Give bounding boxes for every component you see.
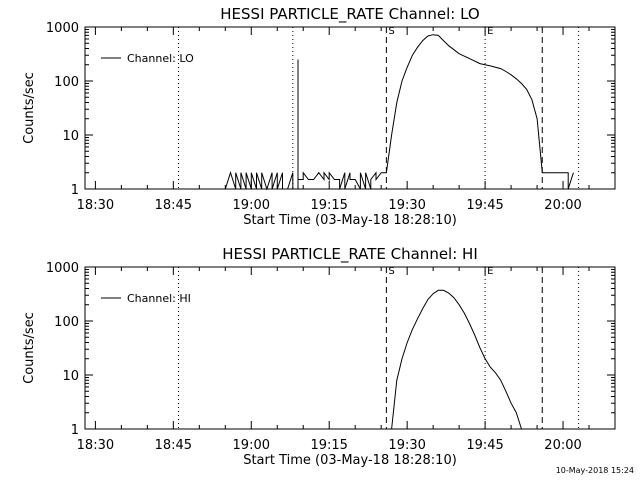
y-tick-label: 1 (71, 423, 79, 438)
legend-label: Channel: HI (127, 292, 191, 305)
series-line (391, 289, 522, 430)
x-tick-label: 20:00 (544, 198, 581, 213)
x-tick-label: 18:30 (77, 198, 114, 213)
chart-title: HESSI PARTICLE_RATE Channel: LO (220, 5, 479, 24)
marker-label: E (487, 26, 493, 37)
legend-label: Channel: LO (127, 52, 194, 65)
x-tick-label: 19:45 (466, 438, 503, 453)
x-tick-label: 20:00 (544, 438, 581, 453)
x-tick-label: 19:15 (310, 438, 347, 453)
y-tick-label: 1 (71, 183, 79, 198)
y-tick-label: 100 (54, 75, 79, 90)
y-axis-label: Counts/sec (22, 312, 37, 384)
plot-frame (84, 266, 616, 430)
x-axis-label: Start Time (03-May-18 18:28:10) (243, 453, 457, 468)
x-tick-label: 19:15 (310, 198, 347, 213)
x-tick-label: 19:30 (388, 438, 425, 453)
x-tick-label: 19:45 (466, 198, 503, 213)
y-tick-label: 10 (62, 369, 79, 384)
plot-frame (84, 26, 616, 190)
x-axis-label: Start Time (03-May-18 18:28:10) (243, 213, 457, 228)
series-line (224, 34, 574, 191)
y-tick-label: 1000 (46, 21, 79, 36)
y-axis-label: Counts/sec (22, 72, 37, 144)
x-tick-label: 19:00 (233, 198, 270, 213)
timestamp: 10-May-2018 15:24 (555, 466, 634, 475)
x-tick-label: 18:45 (155, 438, 192, 453)
marker-label: S (388, 26, 394, 37)
x-tick-label: 19:30 (388, 198, 425, 213)
y-tick-label: 10 (62, 129, 79, 144)
x-tick-label: 18:45 (155, 198, 192, 213)
marker-label: S (388, 266, 394, 277)
x-tick-label: 18:30 (77, 438, 114, 453)
y-tick-label: 100 (54, 315, 79, 330)
chart-title: HESSI PARTICLE_RATE Channel: HI (222, 245, 478, 264)
y-tick-label: 1000 (46, 261, 79, 276)
x-tick-label: 19:00 (233, 438, 270, 453)
marker-label: E (487, 266, 493, 277)
